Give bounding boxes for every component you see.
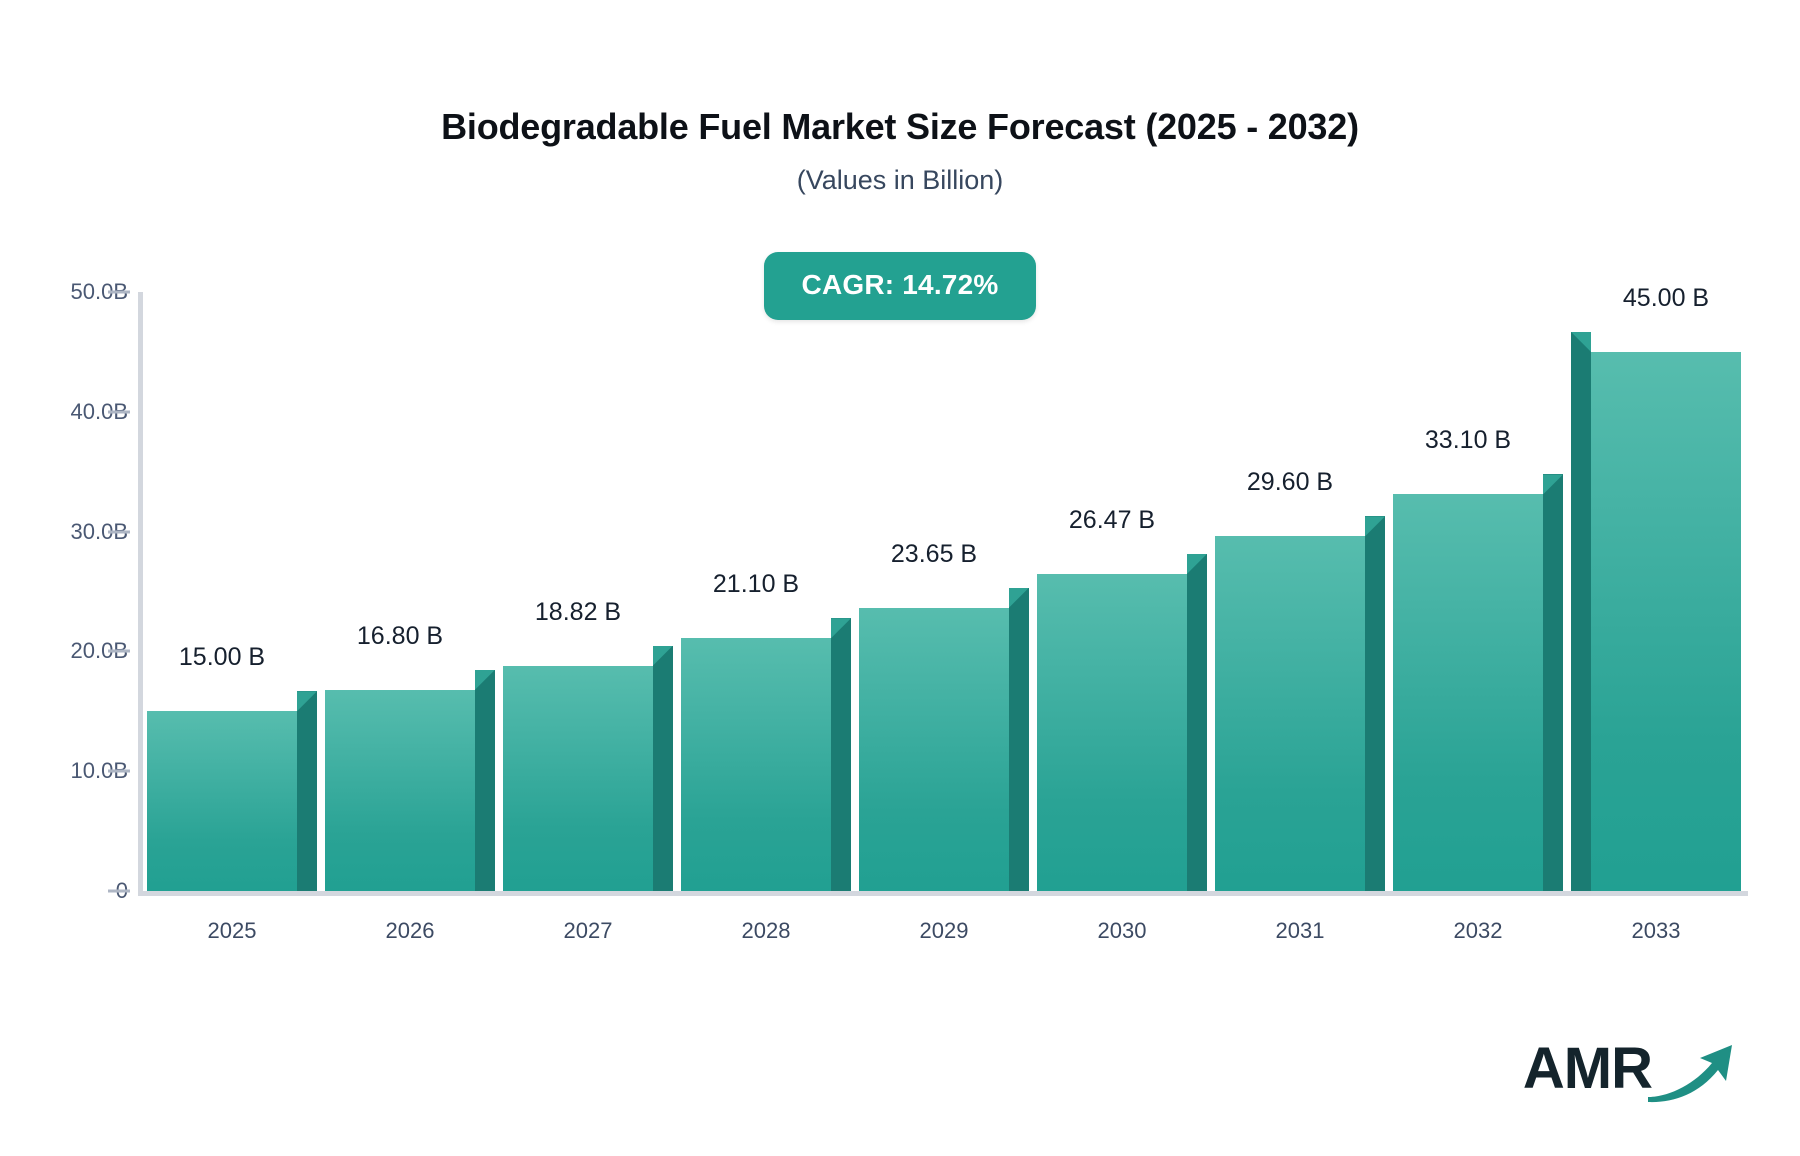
bar-side-face — [1571, 331, 1591, 891]
bar-side-face — [475, 669, 495, 891]
bar-side-face — [1543, 474, 1563, 891]
x-axis-tick-label: 2032 — [1453, 918, 1503, 943]
y-axis-tick-mark — [108, 769, 130, 773]
bar-front-face — [1215, 536, 1365, 891]
bar-column[interactable]: 15.00 B — [147, 643, 317, 891]
x-axis-tick-label: 2033 — [1631, 918, 1681, 943]
bar-column[interactable]: 21.10 B — [681, 570, 851, 891]
bar-front-face — [325, 689, 475, 891]
bar-side-face — [1009, 587, 1029, 891]
x-axis-tick-label: 2025 — [207, 918, 257, 943]
bar-value-label: 33.10 B — [1424, 426, 1512, 455]
bar-front-face — [1591, 351, 1741, 891]
bar-value-label: 15.00 B — [178, 643, 266, 672]
bar-column[interactable]: 45.00 B — [1571, 284, 1741, 891]
bar-column[interactable]: 33.10 B — [1393, 426, 1563, 891]
y-axis-tick-mark — [108, 290, 130, 294]
bar-front-face — [147, 711, 297, 891]
bar-front-face — [1037, 573, 1187, 891]
bar-value-label: 18.82 B — [534, 597, 622, 626]
bar-front-face — [681, 638, 831, 891]
bar-front-face — [859, 607, 1009, 891]
bar-side-face — [1365, 516, 1385, 891]
x-axis-tick-label: 2027 — [563, 918, 613, 943]
bar-column[interactable]: 18.82 B — [503, 598, 673, 891]
bar-value-label: 21.10 B — [712, 570, 800, 599]
bar-value-label: 26.47 B — [1068, 505, 1156, 534]
bar-value-label: 23.65 B — [890, 539, 978, 568]
page-title: Biodegradable Fuel Market Size Forecast … — [441, 106, 1359, 147]
y-axis-tick-mark — [108, 649, 130, 653]
x-axis-tick-label: 2029 — [919, 918, 969, 943]
bar-front-face — [503, 665, 653, 891]
bar-side-face — [297, 691, 317, 891]
bar-value-label: 16.80 B — [356, 621, 444, 650]
bar-column[interactable]: 29.60 B — [1215, 468, 1385, 891]
x-axis-tick-label: 2031 — [1275, 918, 1325, 943]
bar-value-label: 29.60 B — [1246, 468, 1334, 497]
bar-value-label: 45.00 B — [1622, 283, 1710, 312]
logo-text: AMR — [1522, 1035, 1653, 1101]
chart-header: Biodegradable Fuel Market Size Forecast … — [0, 106, 1800, 196]
x-axis-tick-label: 2030 — [1097, 918, 1147, 943]
bar-side-face — [1187, 553, 1207, 891]
x-axis-line — [138, 891, 1748, 896]
y-axis-line — [138, 292, 143, 893]
chart-subtitle: (Values in Billion) — [796, 165, 1004, 196]
bar-column[interactable]: 26.47 B — [1037, 506, 1207, 891]
y-axis-tick-mark — [108, 889, 130, 893]
amr-logo: AMR — [1523, 1029, 1738, 1108]
bar-column[interactable]: 23.65 B — [859, 540, 1029, 891]
cagr-badge-container: CAGR: 14.72% — [0, 252, 1800, 320]
bar-column[interactable]: 16.80 B — [325, 622, 495, 891]
x-axis-tick-label: 2026 — [385, 918, 435, 943]
y-axis-tick-mark — [108, 410, 130, 414]
status-badge[interactable]: CAGR: 14.72% — [763, 252, 1037, 320]
y-axis-tick-mark — [108, 530, 130, 534]
x-axis-tick-label: 2028 — [741, 918, 791, 943]
bar-front-face — [1393, 494, 1543, 891]
bar-side-face — [653, 645, 673, 891]
trending-up-arrow-icon — [1646, 1041, 1738, 1108]
bar-side-face — [831, 618, 851, 891]
